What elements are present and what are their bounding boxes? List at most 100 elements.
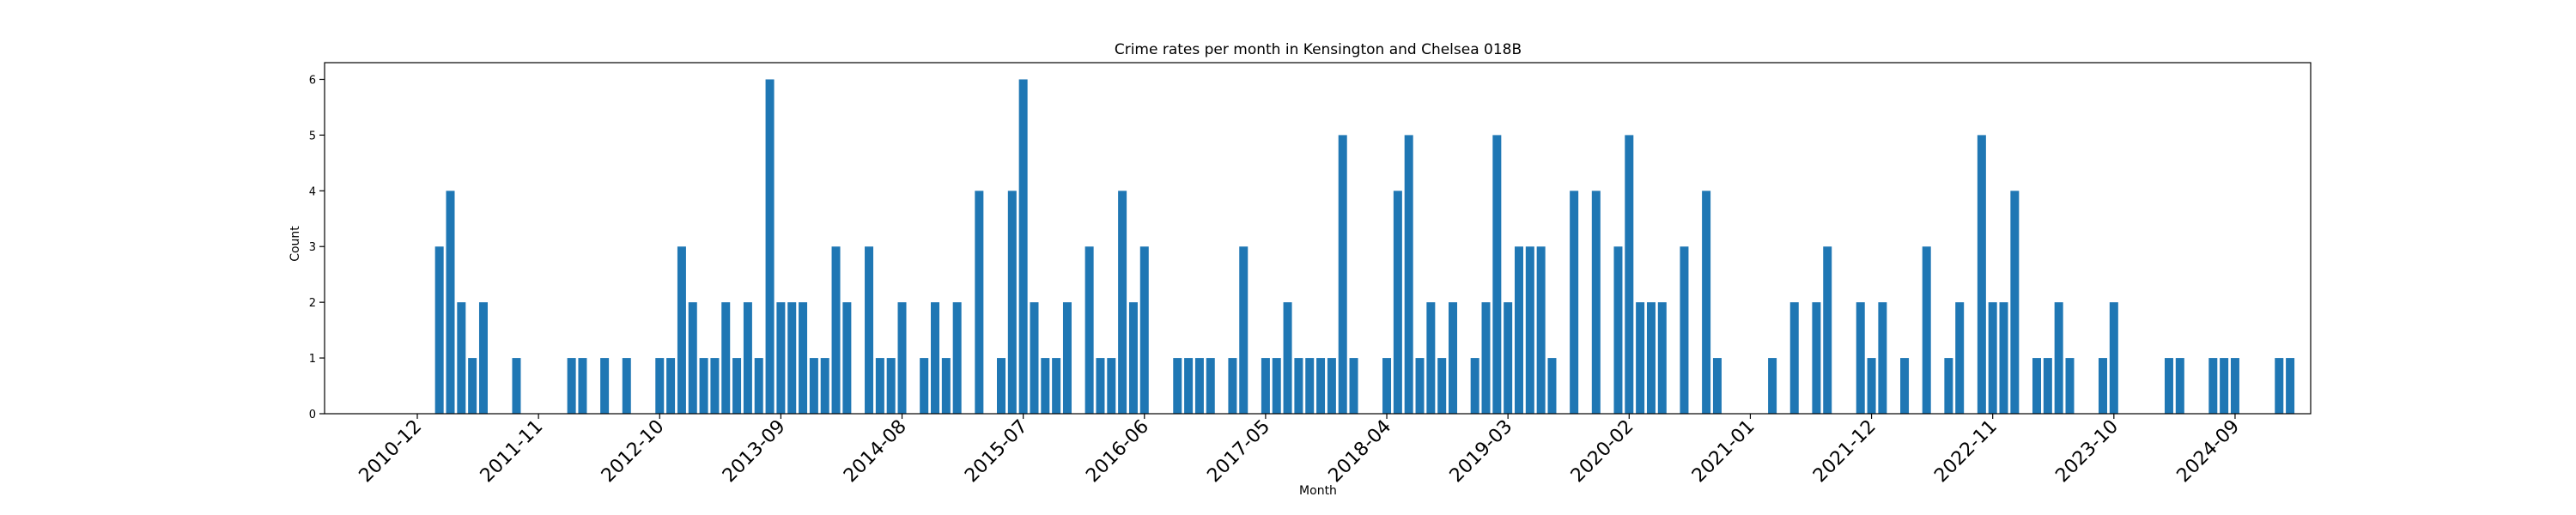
bar (787, 302, 797, 414)
bar (1404, 135, 1413, 414)
bar (1327, 358, 1336, 414)
bar (1789, 302, 1799, 414)
bar (1305, 358, 1315, 414)
x-tick-label: 2022-11 (1930, 416, 2002, 488)
bar (1900, 358, 1910, 414)
bar (1437, 358, 1447, 414)
bar (655, 358, 665, 414)
bar (2164, 358, 2173, 414)
y-tick-label: 0 (309, 409, 316, 421)
bar (831, 246, 841, 414)
bar (1173, 358, 1182, 414)
x-tick-label: 2012-10 (598, 416, 669, 488)
bar (1922, 246, 1931, 414)
bar (1030, 302, 1039, 414)
bar (1206, 358, 1215, 414)
bar (2010, 191, 2020, 414)
bar (2098, 358, 2107, 414)
y-tick-label: 3 (309, 241, 316, 254)
bar (710, 358, 720, 414)
y-tick-label: 2 (309, 297, 316, 310)
bar (1525, 246, 1534, 414)
bar (1415, 358, 1425, 414)
bar (567, 358, 576, 414)
bar (1856, 302, 1865, 414)
bar (1536, 246, 1546, 414)
bar (875, 358, 884, 414)
bar (1636, 302, 1645, 414)
bar (996, 358, 1005, 414)
bar (434, 246, 444, 414)
bar (1591, 191, 1601, 414)
bar (1426, 302, 1436, 414)
x-axis-label: Month (1299, 484, 1337, 498)
bar (865, 246, 874, 414)
bar (1646, 302, 1656, 414)
bar (1613, 246, 1623, 414)
bar (1338, 135, 1347, 414)
x-tick-label: 2010-12 (355, 416, 427, 488)
bar (1823, 246, 1832, 414)
bar (457, 302, 466, 414)
bar (1768, 358, 1777, 414)
x-tick-label: 2019-03 (1446, 416, 1517, 488)
bar (920, 358, 929, 414)
bar (666, 358, 676, 414)
bar (1283, 302, 1292, 414)
bar (699, 358, 708, 414)
bar (2032, 358, 2042, 414)
bar (446, 191, 455, 414)
bar (2230, 358, 2239, 414)
bar (721, 302, 731, 414)
bar (1382, 358, 1392, 414)
bar (1018, 79, 1028, 414)
bar (1977, 135, 1986, 414)
bar (600, 358, 610, 414)
bar (2220, 358, 2229, 414)
bar (2175, 358, 2184, 414)
bar (897, 302, 907, 414)
bar (754, 358, 763, 414)
bar (975, 191, 984, 414)
bar (622, 358, 631, 414)
bar (1712, 358, 1722, 414)
bar (776, 302, 786, 414)
plot-frame (324, 62, 2312, 415)
bar (1261, 358, 1270, 414)
bar (743, 302, 752, 414)
bar (1393, 191, 1402, 414)
bar (1062, 302, 1072, 414)
bar (1184, 358, 1194, 414)
bar (1096, 358, 1105, 414)
x-tick-label: 2020-02 (1567, 416, 1638, 488)
bar (1625, 135, 1634, 414)
bar (765, 79, 775, 414)
chart-title: Crime rates per month in Kensington and … (1115, 41, 1522, 58)
bar (2065, 358, 2075, 414)
bar (478, 302, 488, 414)
x-tick-label: 2018-04 (1325, 416, 1396, 488)
bar (1504, 302, 1513, 414)
bar (1084, 246, 1094, 414)
bar (1515, 246, 1523, 414)
x-tick-label: 2013-09 (719, 416, 790, 488)
bar (1481, 302, 1491, 414)
x-tick-label: 2023-10 (2051, 416, 2123, 488)
bar (1955, 302, 1965, 414)
bars-group (434, 79, 2295, 414)
y-axis: 0 1 2 3 4 5 6 (309, 74, 325, 421)
bar (1570, 191, 1579, 414)
bar (1194, 358, 1204, 414)
bar (1272, 358, 1281, 414)
bar (1812, 302, 1821, 414)
bar (2286, 358, 2295, 414)
bar (1944, 358, 1953, 414)
bar (1041, 358, 1050, 414)
bar (1107, 358, 1116, 414)
bar (820, 358, 829, 414)
bar (1007, 191, 1017, 414)
bar (1118, 191, 1127, 414)
bar (2275, 358, 2284, 414)
bar (2208, 358, 2218, 414)
bar (677, 246, 686, 414)
